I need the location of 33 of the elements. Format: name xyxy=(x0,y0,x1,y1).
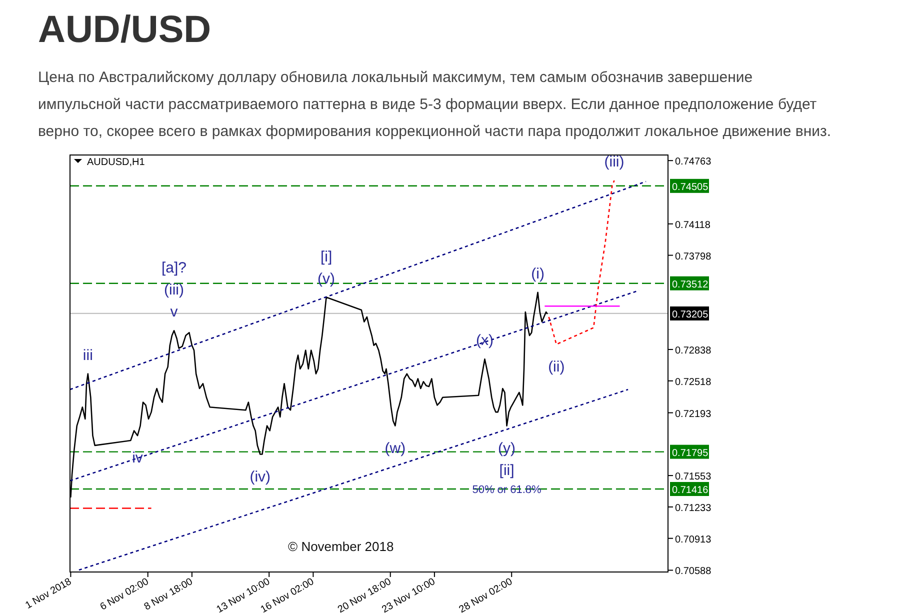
annotation: (iv) xyxy=(250,468,271,486)
y-tick-label: 0.72193 xyxy=(675,408,712,420)
y-tick-label: 0.74118 xyxy=(675,220,711,231)
annotation: v xyxy=(170,304,178,321)
annotation: (iii) xyxy=(164,282,184,299)
ref-line-label: 0.71416 xyxy=(672,484,709,496)
x-tick-label: 28 Nov 02:00 xyxy=(457,576,515,615)
annotation: iv xyxy=(132,450,144,467)
annotation: (i) xyxy=(531,265,544,282)
annotation: (ii) xyxy=(548,358,565,376)
annotation: [a]? xyxy=(162,260,187,277)
ref-line-label: 0.73512 xyxy=(672,279,709,290)
annotation: © November 2018 xyxy=(288,539,394,554)
annotation: [i] xyxy=(320,248,332,266)
annotation: (x) xyxy=(476,332,494,350)
annotation: iii xyxy=(82,346,93,364)
annotation: [ii] xyxy=(499,462,514,479)
y-tick-label: 0.72518 xyxy=(675,376,712,388)
y-tick-label: 0.70588 xyxy=(675,566,712,578)
ref-line-label: 0.71795 xyxy=(672,448,709,459)
y-tick-label: 0.73798 xyxy=(675,251,712,262)
y-tick-label: 0.72838 xyxy=(675,345,712,356)
y-tick-label: 0.71233 xyxy=(675,502,712,514)
y-tick-label: 0.70913 xyxy=(675,534,712,546)
y-tick-label: 0.74763 xyxy=(675,156,712,168)
x-tick-label: 1 Nov 2018 xyxy=(24,576,74,612)
y-tick-label: 0.71553 xyxy=(675,472,712,483)
chart-title: AUD/USD xyxy=(38,9,212,51)
annotation: AUDUSD,H1 xyxy=(87,157,146,168)
ref-line-label: 0.74505 xyxy=(672,182,709,193)
ref-line-label: 0.73205 xyxy=(672,309,709,320)
annotation: (iii) xyxy=(604,154,624,171)
chart-subtitle: Цена по Австралийскому доллару обновила локальный максимум, тем самым обозначив завершение импульсной части рассматриваемого паттерна в виде 5-3 формации вверх. Если данное предположение будет верно то, скорее всего в рамках формирования коррекционной части пара продолжит локальное движение вниз. xyxy=(38,69,832,140)
